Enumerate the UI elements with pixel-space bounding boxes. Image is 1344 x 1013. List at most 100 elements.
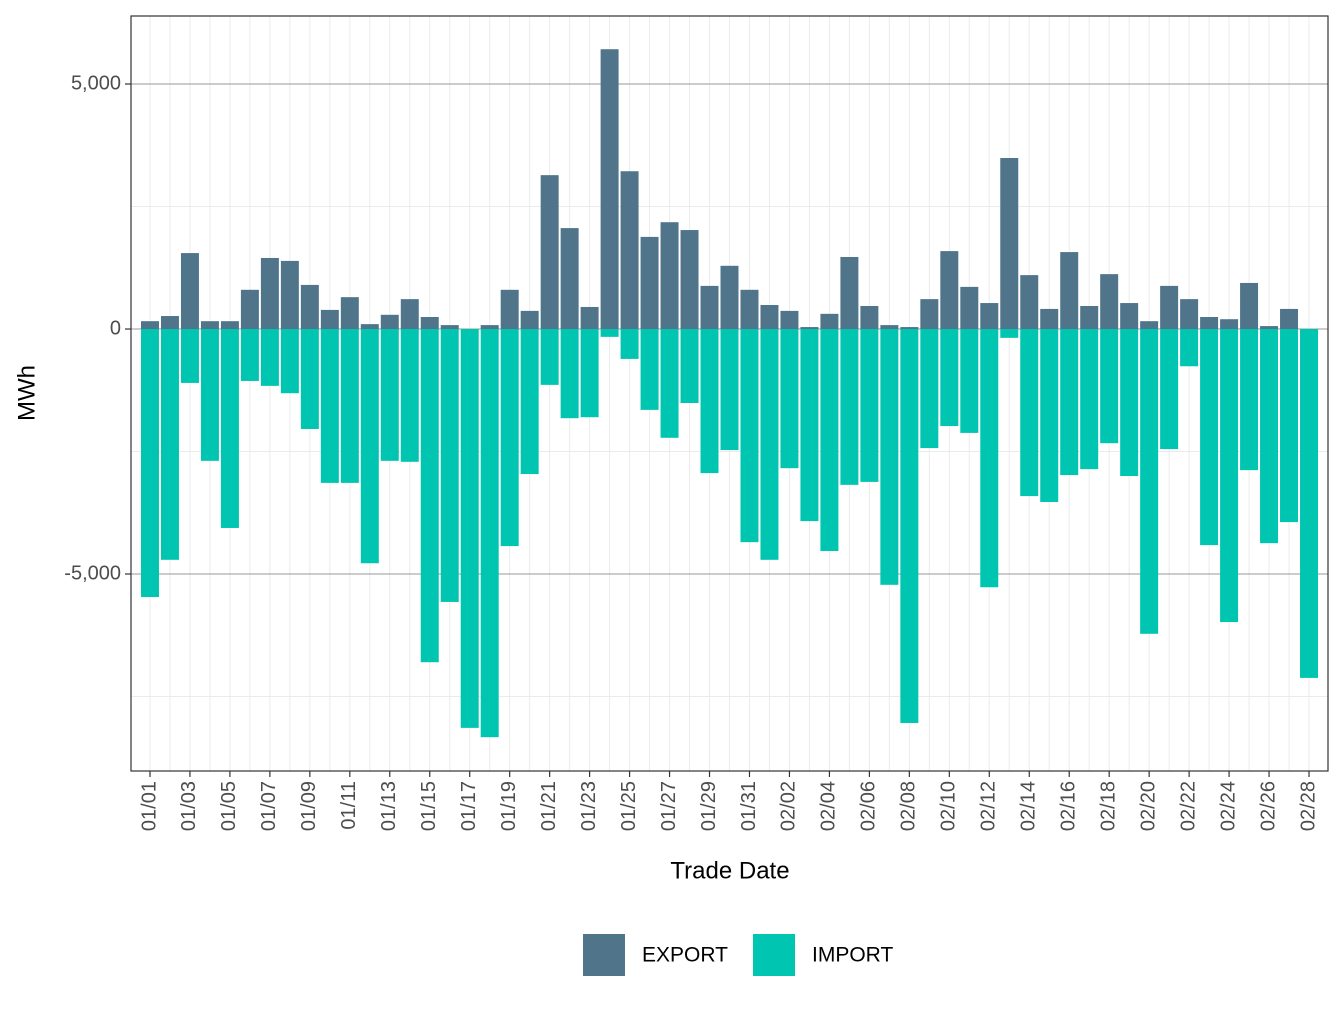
bar: [1260, 329, 1279, 544]
bar: [780, 310, 799, 330]
x-tick-label: 02/20: [1137, 781, 1159, 831]
plot-border: [130, 15, 1329, 772]
bar: [1280, 308, 1299, 330]
bar: [1240, 282, 1259, 330]
bar: [400, 329, 419, 462]
bar: [700, 329, 719, 474]
bar: [380, 329, 399, 461]
bar: [160, 316, 179, 330]
bar: [1040, 308, 1059, 330]
bar: [460, 329, 479, 728]
bar: [420, 329, 439, 663]
bar: [300, 329, 319, 429]
x-tick-label: 01/23: [578, 781, 600, 831]
legend-swatch: [753, 934, 795, 976]
bar: [640, 236, 659, 330]
bar: [800, 329, 819, 522]
x-tick-label: 01/21: [538, 781, 560, 831]
x-tick-label: 01/09: [298, 781, 320, 831]
bar: [540, 175, 559, 330]
x-tick-label: 01/07: [258, 781, 280, 831]
bar: [660, 222, 679, 330]
bar: [860, 305, 879, 330]
bar: [520, 329, 539, 475]
bar: [600, 49, 619, 330]
bar: [180, 329, 199, 383]
x-tick-label: 02/18: [1097, 781, 1119, 831]
x-tick-label: 02/14: [1018, 781, 1040, 831]
bar: [800, 327, 819, 330]
bar: [160, 329, 179, 560]
bar: [1200, 317, 1219, 330]
x-tick-label: 01/27: [658, 781, 680, 831]
x-tick-label: 01/13: [378, 781, 400, 831]
bar: [500, 329, 519, 547]
bar: [740, 289, 759, 330]
bar: [220, 329, 239, 528]
bar: [860, 329, 879, 482]
bar: [620, 329, 639, 359]
y-tick-label: 5,000: [71, 72, 121, 94]
bar: [920, 299, 939, 330]
bar: [1240, 329, 1259, 471]
bar: [1120, 329, 1139, 477]
bar: [420, 317, 439, 330]
bar: [1040, 329, 1059, 502]
bar: [900, 329, 919, 723]
bar: [320, 309, 339, 330]
bar: [940, 329, 959, 427]
bar: [680, 329, 699, 404]
bar: [1100, 274, 1119, 330]
bar: [1160, 329, 1179, 450]
bar: [900, 327, 919, 330]
bar: [1100, 329, 1119, 444]
bar: [940, 251, 959, 330]
x-tick-label: 02/04: [818, 781, 840, 831]
bar: [1280, 329, 1299, 523]
bar: [360, 324, 379, 330]
bar: [1080, 305, 1099, 330]
x-tick-label: 01/15: [418, 781, 440, 831]
bar: [820, 329, 839, 551]
bar: [960, 329, 979, 433]
bar: [520, 310, 539, 330]
bar: [260, 329, 279, 386]
bar: [500, 289, 519, 330]
bar: [720, 329, 739, 451]
bar: [540, 329, 559, 385]
x-tick-label: 02/02: [778, 781, 800, 831]
y-tick-label: 0: [110, 317, 121, 339]
bar: [1020, 275, 1039, 330]
bar: [1140, 321, 1159, 330]
bar: [880, 329, 899, 585]
bar: [400, 299, 419, 330]
bar: [1080, 329, 1099, 470]
bar: [560, 329, 579, 419]
bar: [660, 329, 679, 438]
bar: [920, 329, 939, 449]
bar: [1220, 319, 1239, 330]
x-tick-label: 02/26: [1257, 781, 1279, 831]
x-tick-label: 01/19: [498, 781, 520, 831]
bar: [360, 329, 379, 564]
bar: [840, 256, 859, 330]
bar: [320, 329, 339, 483]
x-tick-label: 01/03: [178, 781, 200, 831]
bar: [620, 171, 639, 330]
bar: [700, 285, 719, 330]
bar: [1220, 329, 1239, 623]
bar: [580, 329, 599, 418]
bar: [680, 230, 699, 330]
bar: [280, 260, 299, 330]
x-tick-label: 01/29: [698, 781, 720, 831]
x-tick-label: 01/25: [618, 781, 640, 831]
bar: [600, 329, 619, 337]
bar: [1120, 303, 1139, 330]
bar: [1020, 329, 1039, 497]
y-tick-label: -5,000: [64, 562, 121, 584]
legend-swatch: [583, 934, 625, 976]
bar: [720, 265, 739, 330]
x-tick-label: 02/16: [1057, 781, 1079, 831]
bar: [140, 329, 159, 598]
